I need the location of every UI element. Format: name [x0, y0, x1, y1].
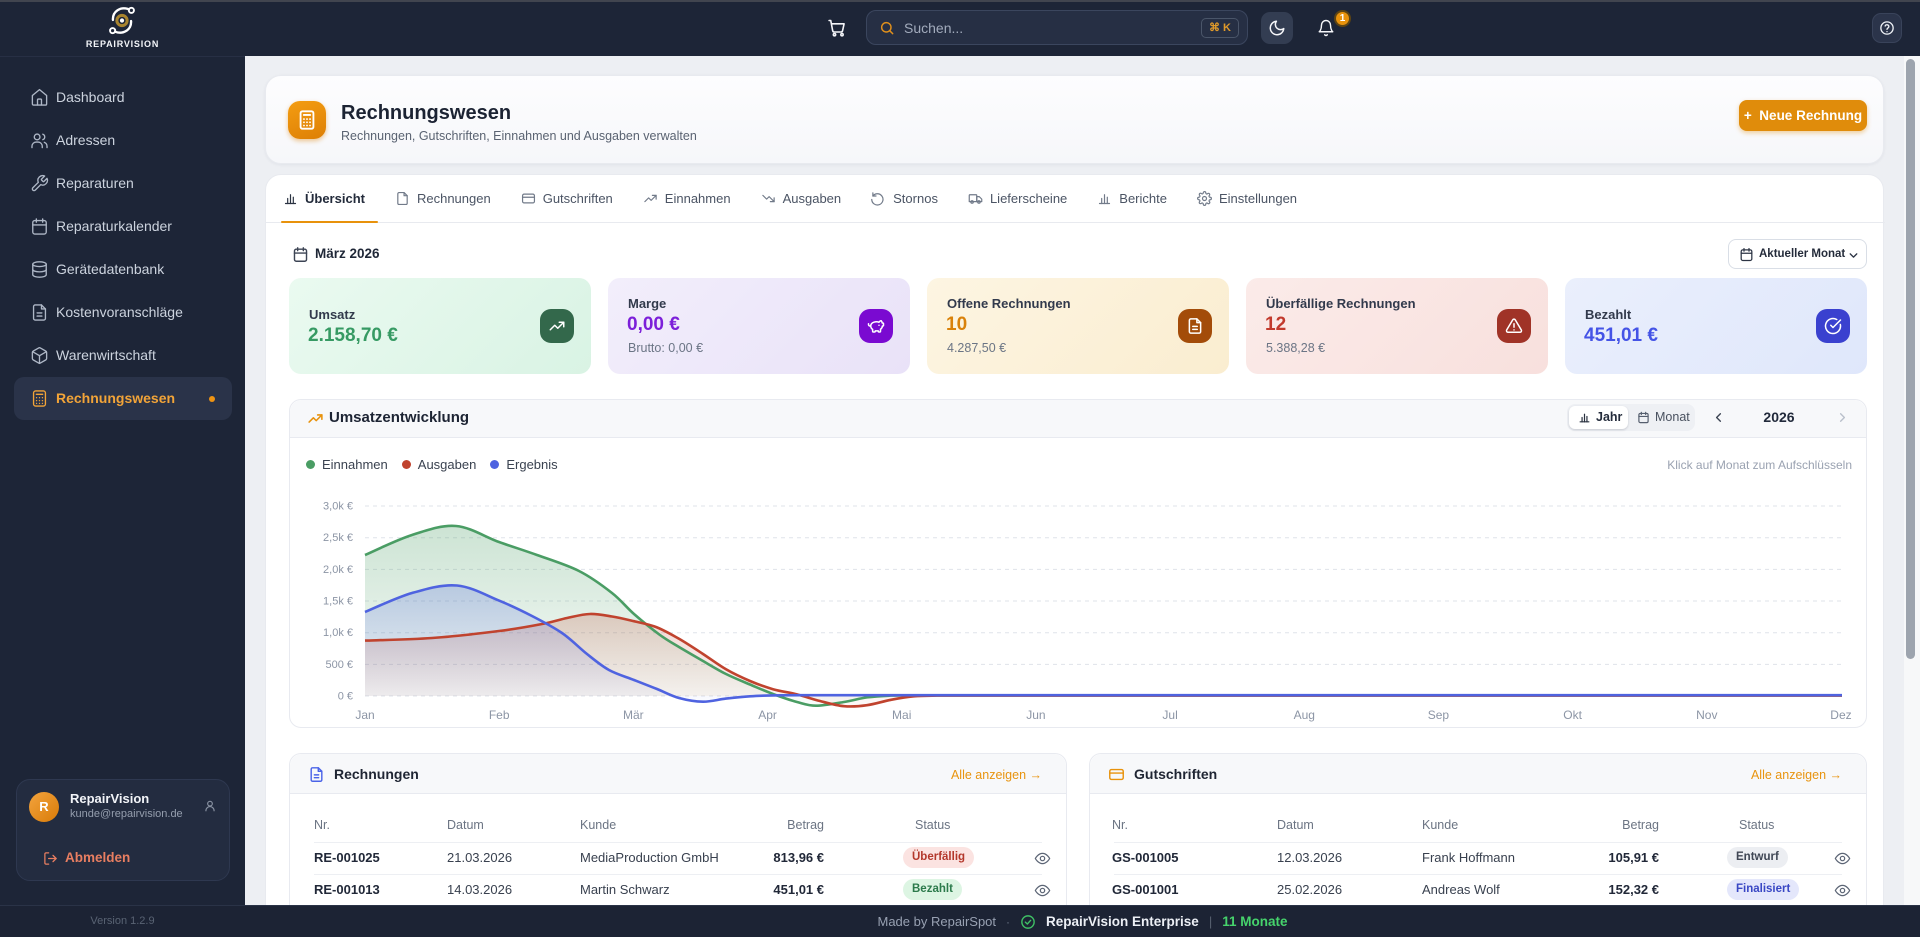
- svg-text:Aug: Aug: [1294, 708, 1315, 722]
- svg-text:Nov: Nov: [1696, 708, 1717, 722]
- svg-text:Jan: Jan: [355, 708, 374, 722]
- svg-text:Apr: Apr: [758, 708, 777, 722]
- svg-text:Sep: Sep: [1428, 708, 1450, 722]
- svg-text:Mär: Mär: [623, 708, 644, 722]
- svg-text:500 €: 500 €: [325, 659, 353, 671]
- svg-text:1,0k €: 1,0k €: [323, 627, 353, 639]
- svg-text:Okt: Okt: [1563, 708, 1582, 722]
- svg-text:Mai: Mai: [892, 708, 911, 722]
- svg-text:2,0k €: 2,0k €: [323, 564, 353, 576]
- svg-text:1,5k €: 1,5k €: [323, 596, 353, 608]
- svg-text:Jun: Jun: [1026, 708, 1045, 722]
- svg-text:Feb: Feb: [489, 708, 510, 722]
- svg-text:Jul: Jul: [1162, 708, 1177, 722]
- svg-text:2,5k €: 2,5k €: [323, 532, 353, 544]
- svg-text:Dez: Dez: [1830, 708, 1851, 722]
- svg-text:3,0k €: 3,0k €: [323, 501, 353, 513]
- svg-text:0 €: 0 €: [338, 691, 353, 703]
